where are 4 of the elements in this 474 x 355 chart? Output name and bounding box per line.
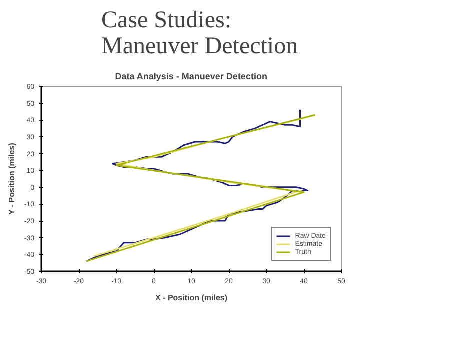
- chart-title: Case Studies: Maneuver Detection: [102, 8, 298, 60]
- x-axis-title: X - Position (miles): [155, 294, 228, 302]
- y-axis-title: Y - Position (miles): [8, 142, 16, 216]
- chart-subtitle: Data Analysis - Manuever Detection: [115, 72, 268, 82]
